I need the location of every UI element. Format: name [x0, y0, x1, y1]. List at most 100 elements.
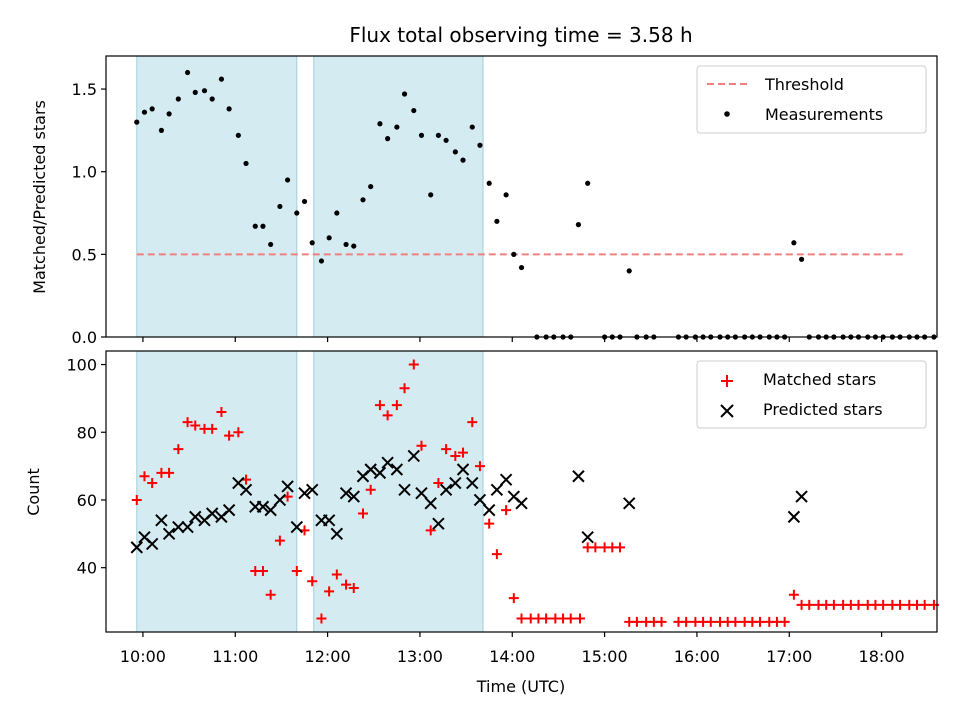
matched-star-marker: [516, 613, 527, 624]
top-panel: 0.0 0.5 1.0 1.5 Matched/Predicted stars Thr…: [30, 55, 938, 347]
matched-star-marker: [382, 410, 393, 421]
measurement-point: [134, 119, 140, 125]
predicted-star-marker: [364, 463, 377, 476]
x-tick-label: 15:00: [582, 647, 628, 666]
matched-star-marker: [484, 518, 495, 529]
predicted-star-marker: [499, 473, 513, 486]
measurement-point: [149, 106, 155, 112]
matched-star-marker: [257, 566, 268, 577]
measurement-point: [394, 124, 400, 130]
matched-star-marker: [730, 616, 741, 627]
matched-star-marker: [399, 383, 410, 394]
measurement-point: [226, 106, 232, 112]
matched-star-marker: [341, 579, 352, 590]
predicted-star-marker: [407, 449, 420, 463]
measurement-point: [443, 137, 449, 143]
matched-star-marker: [614, 542, 625, 553]
predicted-star-marker: [290, 520, 304, 534]
measurement-point: [294, 210, 300, 216]
matched-star-marker: [467, 417, 478, 428]
matched-star-marker: [590, 542, 601, 553]
predicted-star-marker: [264, 503, 277, 517]
bottom-y-axis-label: Count: [24, 468, 43, 516]
predicted-stars-legend-swatch: [720, 404, 734, 418]
top-legend: Threshold Measurements: [696, 65, 927, 134]
measurement-point: [158, 127, 164, 133]
predicted-star-marker: [281, 480, 294, 493]
predicted-star-marker: [347, 490, 360, 503]
predicted-star-marker: [273, 493, 287, 507]
predicted-star-marker: [330, 527, 344, 541]
matched-star-marker: [779, 616, 790, 627]
matched-star-marker: [291, 566, 302, 577]
measurement-point: [301, 198, 308, 205]
top-shaded-intervals: [136, 55, 484, 338]
matched-star-marker: [458, 447, 469, 458]
measurements-legend-swatch: [724, 111, 730, 117]
x-tick-label: 11:00: [212, 647, 258, 666]
predicted-star-marker: [373, 466, 387, 480]
top-chart-title: Flux total observing time = 3.58 h: [349, 23, 692, 47]
measurement-point: [284, 177, 291, 183]
measurement-point: [385, 136, 391, 142]
matched-star-marker: [348, 582, 359, 593]
predicted-star-marker: [322, 514, 336, 527]
threshold-legend-label: Threshold: [764, 75, 844, 94]
predicted-stars-legend-label: Predicted stars: [763, 400, 883, 419]
matched-star-marker: [450, 450, 461, 461]
measurement-point: [626, 268, 632, 274]
predicted-star-marker: [581, 530, 594, 544]
matched-star-marker: [919, 599, 930, 610]
predicted-star-marker: [424, 497, 437, 510]
predicted-star-marker: [390, 463, 404, 476]
measurement-point: [477, 142, 483, 148]
predicted-star-marker: [306, 483, 319, 497]
measurement-point: [418, 132, 425, 138]
matched-star-marker: [541, 613, 552, 624]
measurement-point: [326, 235, 332, 241]
measurement-point: [798, 256, 805, 262]
bottom-x-axis-label: Time (UTC): [476, 677, 565, 696]
y-tick-label: 80: [77, 423, 97, 442]
matched-star-marker: [425, 525, 436, 536]
matched-star-marker: [416, 440, 427, 451]
bottom-panel: 40 60 80 100 10:00 11:00 12:00 13:00 14:00 15:00…: [24, 350, 939, 696]
observing-interval-shade: [313, 55, 484, 338]
observing-interval-shade: [136, 350, 298, 633]
matched-star-marker: [357, 508, 368, 519]
matched-star-marker: [878, 599, 889, 610]
measurement-point: [175, 96, 181, 102]
predicted-star-marker: [482, 503, 496, 517]
bottom-shaded-intervals: [136, 350, 484, 633]
measurement-point: [218, 76, 225, 82]
measurement-point: [368, 183, 374, 190]
matched-star-marker: [474, 461, 485, 472]
predicted-star-marker: [398, 483, 411, 497]
matched-star-marker: [233, 427, 244, 438]
x-tick-label: 18:00: [859, 647, 905, 666]
observing-interval-shade: [136, 55, 298, 338]
predicted-star-marker: [572, 470, 585, 483]
matched-star-marker: [508, 593, 519, 604]
matched-star-marker: [828, 599, 839, 610]
matched-star-marker: [565, 613, 576, 624]
top-axes-frame: [105, 55, 938, 338]
matched-star-marker: [139, 471, 150, 482]
measurement-point: [377, 121, 383, 127]
y-tick-label: 0.5: [72, 245, 97, 264]
predicted-star-marker: [787, 510, 801, 524]
matched-star-marker: [574, 613, 585, 624]
x-tick-label: 16:00: [674, 647, 720, 666]
bottom-x-ticks: 10:00 11:00 12:00 13:00 14:00 15:00 16:00 17:00…: [120, 632, 905, 666]
measurement-point: [166, 111, 172, 117]
predicted-star-marker: [256, 500, 270, 513]
matched-star-marker: [274, 535, 285, 546]
predicted-star-marker: [239, 483, 253, 497]
measurement-point: [511, 251, 517, 257]
x-tick-label: 12:00: [305, 647, 351, 666]
matched-star-marker: [804, 599, 815, 610]
top-x-ticks: [142, 337, 883, 342]
predicted-star-marker: [145, 537, 159, 551]
measurement-point: [184, 69, 191, 76]
measurement-point: [318, 258, 325, 264]
